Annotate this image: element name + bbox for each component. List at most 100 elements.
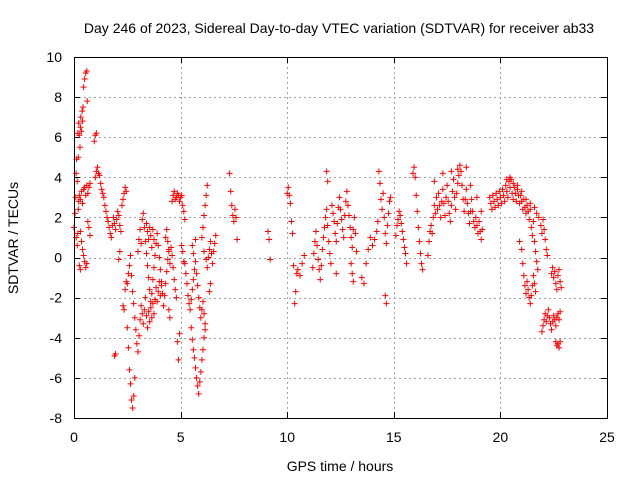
data-point: [267, 256, 274, 263]
data-point: [158, 282, 165, 289]
data-point: [104, 214, 111, 221]
data-point: [121, 306, 128, 313]
data-point: [522, 196, 529, 203]
data-point: [497, 194, 504, 201]
data-point: [149, 226, 156, 233]
x-tick-label: 5: [177, 429, 185, 445]
data-point: [197, 314, 204, 321]
data-point: [527, 206, 534, 213]
data-point: [328, 202, 335, 209]
data-point: [383, 300, 390, 307]
data-point: [538, 328, 545, 335]
data-point: [516, 238, 523, 245]
data-point: [128, 272, 135, 279]
data-point: [198, 306, 205, 313]
data-point: [77, 124, 84, 131]
data-point: [146, 224, 153, 231]
data-point: [143, 312, 150, 319]
data-point: [178, 192, 185, 199]
data-point: [469, 208, 476, 215]
data-point: [493, 190, 500, 197]
data-point: [352, 230, 359, 237]
data-point: [447, 218, 454, 225]
data-point: [528, 224, 535, 231]
data-point: [110, 214, 117, 221]
data-point: [332, 230, 339, 237]
data-point: [122, 184, 129, 191]
data-point: [155, 288, 162, 295]
data-point: [142, 238, 149, 245]
data-point: [191, 266, 198, 273]
data-point: [75, 154, 82, 161]
data-point: [78, 128, 85, 135]
data-point: [148, 244, 155, 251]
data-point: [432, 210, 439, 217]
data-point: [511, 184, 518, 191]
data-point: [486, 194, 493, 201]
data-point: [85, 224, 92, 231]
data-point: [371, 236, 378, 243]
data-point: [286, 192, 293, 199]
data-point: [487, 200, 494, 207]
data-point: [380, 190, 387, 197]
data-point: [171, 276, 178, 283]
data-point: [130, 392, 137, 399]
data-point: [106, 224, 113, 231]
data-point: [557, 308, 564, 315]
data-point: [439, 186, 446, 193]
data-point: [201, 248, 208, 255]
data-point: [347, 224, 354, 231]
data-point: [301, 252, 308, 259]
data-point: [139, 310, 146, 317]
data-point: [558, 284, 565, 291]
data-point: [84, 98, 91, 105]
data-point: [170, 192, 177, 199]
data-point: [433, 194, 440, 201]
data-point: [188, 324, 195, 331]
data-point: [155, 242, 162, 249]
data-point: [534, 266, 541, 273]
data-point: [330, 210, 337, 217]
data-point: [125, 344, 132, 351]
data-point: [198, 356, 205, 363]
data-point: [461, 208, 468, 215]
data-point: [130, 300, 137, 307]
data-point: [510, 180, 517, 187]
data-point: [527, 200, 534, 207]
data-point: [337, 206, 344, 213]
data-point: [521, 282, 528, 289]
data-point: [79, 246, 86, 253]
x-tick-label: 20: [493, 429, 509, 445]
data-point: [140, 210, 147, 217]
data-point: [324, 178, 331, 185]
data-point: [491, 198, 498, 205]
data-point: [519, 260, 526, 267]
data-point: [265, 228, 272, 235]
data-point: [417, 250, 424, 257]
data-point: [181, 216, 188, 223]
data-point: [120, 302, 127, 309]
data-point: [127, 380, 134, 387]
data-point: [153, 284, 160, 291]
data-point: [379, 206, 386, 213]
data-point: [449, 188, 456, 195]
data-point: [376, 180, 383, 187]
chart-title: Day 246 of 2023, Sidereal Day-to-day VTE…: [84, 20, 594, 36]
data-point: [435, 190, 442, 197]
data-point: [293, 270, 300, 277]
data-point: [492, 204, 499, 211]
data-point: [314, 242, 321, 249]
data-point: [193, 270, 200, 277]
data-point: [289, 230, 296, 237]
data-point: [147, 304, 154, 311]
data-point: [315, 256, 322, 263]
data-point: [120, 196, 127, 203]
data-point: [392, 232, 399, 239]
data-point: [383, 240, 390, 247]
data-point: [101, 202, 108, 209]
data-point: [164, 256, 171, 263]
data-point: [448, 202, 455, 209]
data-point: [138, 240, 145, 247]
data-point: [179, 202, 186, 209]
data-point: [129, 404, 136, 411]
